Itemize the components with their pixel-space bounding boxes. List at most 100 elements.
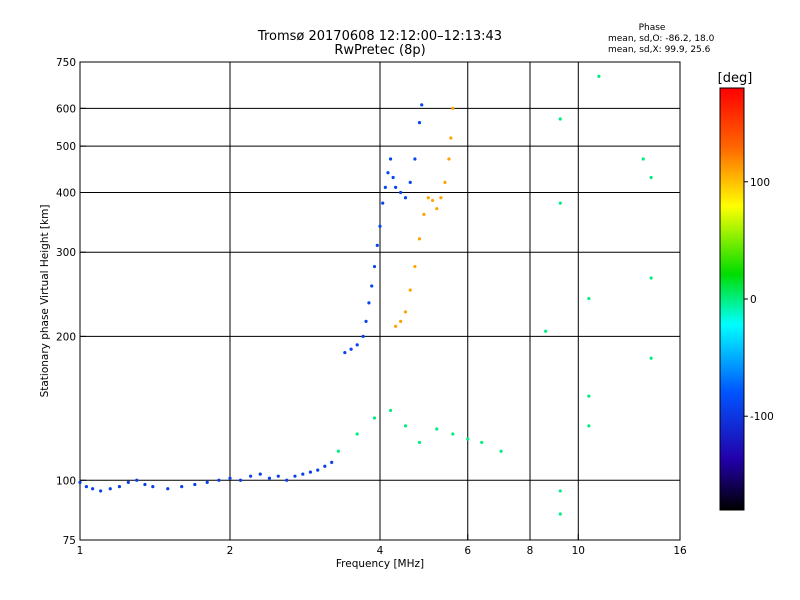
data-point	[649, 276, 653, 280]
data-point	[378, 224, 382, 228]
data-point	[258, 472, 262, 476]
x-tick-label: 1	[77, 545, 84, 557]
y-tick-label: 750	[56, 57, 76, 69]
colorbar-tick-label: -100	[750, 411, 774, 423]
data-point	[403, 310, 408, 314]
y-tick-label: 500	[56, 141, 76, 153]
data-point	[408, 180, 412, 184]
data-point	[558, 512, 562, 516]
x-axis-label: Frequency [MHz]	[336, 558, 424, 570]
colorbar: [deg] 100 0 -100	[718, 71, 774, 511]
data-point	[308, 470, 313, 474]
data-point	[126, 480, 130, 484]
data-point	[435, 427, 439, 431]
data-point	[217, 478, 221, 482]
data-point	[449, 136, 453, 140]
data-point	[417, 237, 422, 241]
data-point	[597, 74, 601, 78]
data-point	[372, 264, 377, 269]
chart-subtitle: RwPretec (8p)	[334, 43, 425, 58]
data-point	[99, 489, 103, 493]
axis-ticks: 1 2 4 6 8 10 16 75 100 200 300 400 500 600 750	[56, 57, 687, 557]
data-point	[399, 190, 403, 195]
colorbar-gradient	[719, 87, 745, 511]
data-point	[451, 432, 455, 436]
data-point	[361, 334, 365, 338]
phase-heading: Phase	[639, 23, 666, 33]
data-point	[364, 319, 368, 323]
data-point	[649, 356, 653, 360]
data-point	[91, 487, 95, 491]
data-point	[301, 472, 305, 476]
data-point	[641, 157, 645, 161]
plot-area: 1 2 4 6 8 10 16 75 100 200 300 400 500 600 750	[56, 57, 687, 557]
data-point	[285, 478, 289, 482]
x-tick-label: 10	[572, 545, 585, 557]
data-point	[108, 487, 112, 491]
data-point	[117, 485, 122, 489]
chart-title: Tromsø 20170608 12:12:00–12:13:43	[257, 29, 502, 44]
data-point	[426, 196, 430, 200]
data-point	[370, 284, 374, 288]
data-point	[649, 175, 653, 180]
data-point	[323, 464, 327, 468]
data-point	[413, 157, 417, 161]
data-point	[336, 449, 340, 453]
colorbar-tick-label: 0	[750, 294, 757, 306]
data-point	[480, 440, 484, 445]
gridlines	[80, 62, 680, 540]
data-point	[447, 157, 451, 161]
colorbar-tick-label: 100	[750, 177, 770, 189]
data-point	[544, 329, 548, 333]
phase-stats-o: mean, sd,O: -86.2, 18.0	[608, 34, 715, 44]
data-point	[417, 440, 422, 445]
data-points	[78, 74, 653, 516]
data-point	[394, 185, 398, 189]
data-point	[349, 347, 353, 351]
phase-stats-x: mean, sd,X: 99.9, 25.6	[608, 45, 711, 55]
data-point	[430, 198, 435, 203]
data-point	[499, 449, 503, 453]
data-point	[558, 117, 562, 121]
data-point	[417, 121, 422, 125]
data-point	[276, 474, 280, 478]
data-point	[238, 478, 243, 482]
data-point	[316, 468, 320, 472]
data-point	[367, 301, 371, 305]
data-point	[293, 474, 297, 478]
x-tick-label: 8	[527, 545, 534, 557]
y-tick-label: 100	[56, 475, 76, 487]
y-tick-label: 200	[56, 331, 76, 343]
data-point	[439, 196, 443, 200]
data-point	[408, 288, 412, 292]
y-tick-label: 300	[56, 247, 76, 259]
data-point	[78, 480, 82, 484]
y-tick-label: 75	[63, 535, 76, 547]
data-point	[391, 175, 395, 180]
data-point	[375, 243, 379, 248]
data-point	[587, 296, 591, 301]
y-tick-label: 400	[56, 187, 76, 199]
data-point	[151, 485, 155, 489]
data-point	[355, 343, 359, 347]
data-point	[205, 480, 209, 484]
data-point	[180, 485, 184, 489]
data-point	[558, 201, 562, 205]
data-point	[386, 171, 390, 175]
data-point	[451, 106, 455, 110]
data-point	[381, 201, 385, 205]
data-point	[228, 476, 232, 480]
data-point	[394, 324, 398, 328]
data-point	[587, 394, 591, 398]
data-point	[403, 196, 408, 200]
colorbar-label: [deg]	[718, 71, 753, 86]
data-point	[330, 460, 334, 464]
data-point	[84, 485, 88, 489]
data-point	[466, 437, 470, 441]
data-point	[399, 319, 403, 323]
data-point	[355, 432, 359, 436]
y-axis-label: Stationary phase Virtual Height [km]	[39, 205, 51, 398]
data-point	[372, 416, 377, 420]
data-point	[558, 489, 562, 493]
